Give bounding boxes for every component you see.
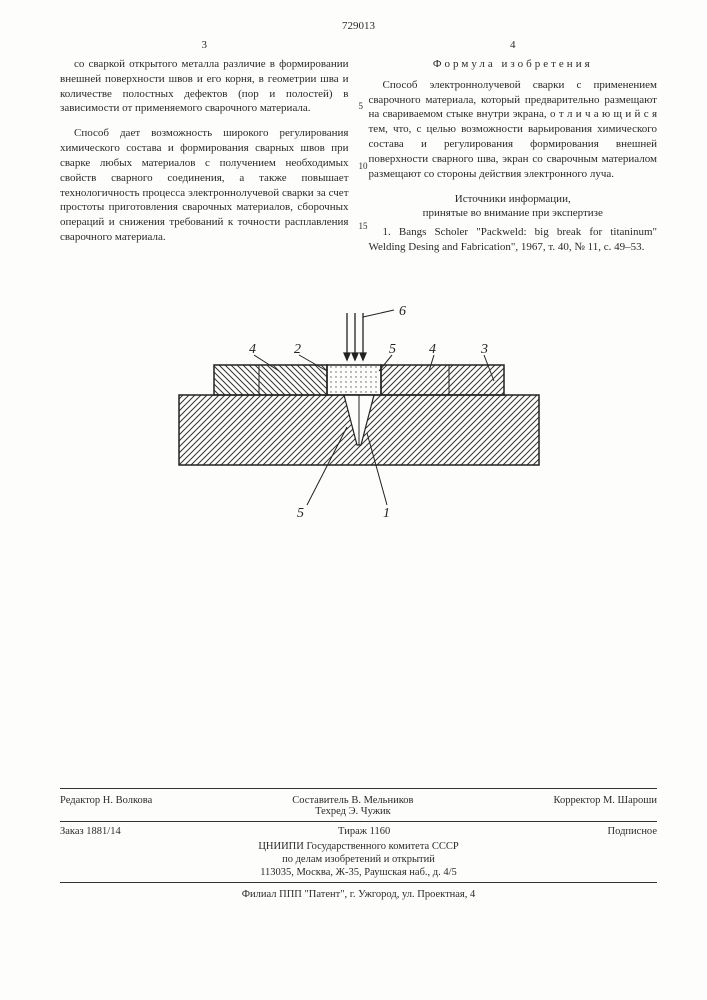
- techred-credit: Техред Э. Чужик: [152, 806, 553, 817]
- right-column: 4 Формула изобретения 5 10 15 Способ эле…: [369, 38, 658, 265]
- callout-3: 3: [480, 342, 488, 357]
- footer-rule-bottom: [60, 882, 657, 883]
- line-marker-10: 10: [359, 160, 368, 172]
- printer-info: Филиал ППП "Патент", г. Ужгород, ул. Про…: [60, 889, 657, 900]
- sources-heading-2: принятые во внимание при экспертизе: [369, 206, 658, 221]
- callout-6: 6: [399, 305, 406, 319]
- left-column: 3 со сваркой открытого металла различие …: [60, 38, 349, 265]
- subscription: Подписное: [608, 826, 657, 837]
- footer-credits-row: Редактор Н. Волкова Составитель В. Мельн…: [60, 793, 657, 819]
- corrector-credit: Корректор М. Шароши: [554, 795, 657, 817]
- left-para-1: со сваркой открытого металла различие в …: [60, 57, 349, 116]
- left-para-2: Способ дает возможность широкого регулир…: [60, 126, 349, 245]
- text-columns: 3 со сваркой открытого металла различие …: [60, 38, 657, 265]
- order-number: Заказ 1881/14: [60, 826, 121, 837]
- line-marker-5: 5: [359, 100, 364, 112]
- footer-order-row: Заказ 1881/14 Тираж 1160 Подписное: [60, 824, 657, 839]
- callout-1: 1: [383, 506, 390, 521]
- weld-material: [327, 365, 381, 395]
- footer-rule-top: [60, 788, 657, 789]
- org-line-3: 113035, Москва, Ж-35, Раушская наб., д. …: [60, 867, 657, 878]
- technical-figure: 6 4 2 5 4 3: [129, 305, 589, 525]
- callout-4-left: 4: [249, 342, 256, 357]
- center-credits: Составитель В. Мельников Техред Э. Чужик: [152, 795, 553, 817]
- footer-block: Редактор Н. Волкова Составитель В. Мельн…: [60, 788, 657, 900]
- sources-heading-1: Источники информации,: [369, 192, 658, 207]
- top-plate-right: [381, 365, 504, 395]
- tirage: Тираж 1160: [338, 826, 390, 837]
- claims-heading: Формула изобретения: [369, 57, 658, 72]
- patent-page: 729013 3 со сваркой открытого металла ра…: [0, 0, 707, 1000]
- top-plate-left: [214, 365, 327, 395]
- callout-5-bottom: 5: [297, 506, 304, 521]
- callout-4-right: 4: [429, 342, 436, 357]
- reference-1: 1. Bangs Scholer "Packweld: big break fo…: [369, 225, 658, 255]
- org-line-1: ЦНИИПИ Государственного комитета СССР: [60, 841, 657, 852]
- callout-5-top: 5: [389, 342, 396, 357]
- editor-credit: Редактор Н. Волкова: [60, 795, 152, 817]
- compiler-credit: Составитель В. Мельников: [152, 795, 553, 806]
- org-line-2: по делам изобретений и открытий: [60, 854, 657, 865]
- patent-number: 729013: [60, 20, 657, 32]
- line-marker-15: 15: [359, 220, 368, 232]
- claims-text: Способ электроннолучевой сварки с примен…: [369, 78, 658, 182]
- right-col-number: 4: [369, 38, 658, 53]
- electron-beam: [344, 310, 394, 360]
- welding-diagram-svg: 6 4 2 5 4 3: [129, 305, 589, 525]
- footer-rule-mid: [60, 821, 657, 822]
- callout-2: 2: [294, 342, 301, 357]
- left-col-number: 3: [60, 38, 349, 53]
